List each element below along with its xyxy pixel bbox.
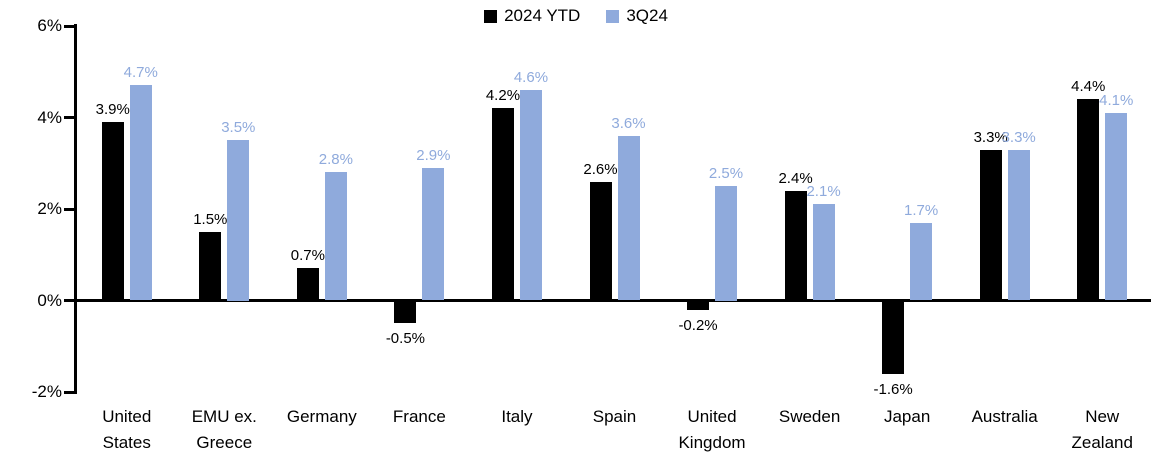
category-label-japan: Japan bbox=[883, 407, 931, 426]
legend-label: 3Q24 bbox=[626, 6, 668, 25]
bar-2024-ytd-italy bbox=[491, 108, 514, 301]
value-label-2024-ytd-new-zealand: 4.4% bbox=[1071, 78, 1106, 96]
x-axis-zero-line bbox=[74, 299, 1151, 302]
value-label-2024-ytd-emu-ex-greece: 1.5% bbox=[193, 210, 228, 228]
category-label-spain: Spain bbox=[592, 407, 637, 426]
value-label-2024-ytd-germany: 0.7% bbox=[290, 247, 325, 265]
bar-3q24-australia bbox=[1007, 149, 1030, 301]
category-label-united-states: United States bbox=[102, 407, 152, 452]
bar-2024-ytd-germany bbox=[296, 268, 319, 301]
legend-swatch-3q24 bbox=[606, 9, 620, 23]
plot-area: 3.9% 1.5% 0.7% -0.5% 4.2% 2.6% -0.2% 2.4% -1.6% 3… bbox=[78, 26, 1151, 397]
value-label-3q24-spain: 3.6% bbox=[611, 114, 646, 132]
legend-swatch-2024-ytd bbox=[484, 9, 498, 23]
category-label-emu-ex-greece: EMU ex. Greece bbox=[191, 407, 257, 452]
value-label-2024-ytd-australia: 3.3% bbox=[973, 128, 1008, 146]
bar-2024-ytd-new-zealand bbox=[1077, 99, 1100, 301]
bar-2024-ytd-emu-ex-greece bbox=[199, 231, 222, 301]
legend-label: 2024 YTD bbox=[504, 6, 581, 25]
value-label-3q24-germany: 2.8% bbox=[318, 151, 353, 169]
chart-legend: 2024 YTD 3Q24 bbox=[0, 6, 1152, 26]
y-tick-label-0: 0% bbox=[37, 290, 62, 310]
value-label-3q24-emu-ex-greece: 3.5% bbox=[221, 119, 256, 137]
bar-3q24-italy bbox=[519, 90, 542, 301]
value-label-3q24-new-zealand: 4.1% bbox=[1099, 91, 1134, 109]
category-label-united-kingdom: United Kingdom bbox=[678, 407, 746, 452]
value-label-2024-ytd-united-kingdom: -0.2% bbox=[678, 316, 718, 334]
value-label-2024-ytd-italy: 4.2% bbox=[485, 87, 521, 105]
value-label-2024-ytd-france: -0.5% bbox=[385, 330, 425, 348]
bar-2024-ytd-spain bbox=[589, 181, 612, 301]
value-label-3q24-australia: 3.3% bbox=[1001, 128, 1036, 146]
bar-2024-ytd-sweden bbox=[784, 190, 807, 301]
bar-2024-ytd-united-states bbox=[101, 122, 124, 301]
value-label-2024-ytd-spain: 2.6% bbox=[583, 160, 618, 178]
y-tick-label-6: 6% bbox=[37, 16, 62, 35]
bar-3q24-france bbox=[422, 167, 445, 301]
category-label-sweden: Sweden bbox=[778, 407, 841, 426]
value-label-2024-ytd-united-states: 3.9% bbox=[95, 101, 130, 119]
category-label-france: France bbox=[392, 407, 446, 426]
value-label-3q24-japan: 1.7% bbox=[904, 201, 939, 219]
y-tick-mark-2 bbox=[64, 390, 74, 394]
bar-3q24-united-states bbox=[129, 85, 152, 301]
value-label-3q24-united-states: 4.7% bbox=[123, 64, 158, 82]
category-label-new-zealand: New Zealand bbox=[1071, 407, 1133, 452]
bar-3q24-spain bbox=[617, 135, 640, 301]
bar-2024-ytd-australia bbox=[979, 149, 1002, 301]
bar-2024-ytd-united-kingdom bbox=[687, 300, 710, 310]
category-label-italy: Italy bbox=[501, 407, 533, 426]
value-label-3q24-italy: 4.6% bbox=[513, 69, 549, 87]
bar-3q24-united-kingdom bbox=[715, 186, 738, 301]
bar-3q24-new-zealand bbox=[1105, 112, 1128, 301]
value-label-2024-ytd-sweden: 2.4% bbox=[778, 169, 813, 187]
bar-3q24-germany bbox=[324, 172, 347, 301]
y-tick-mark-6 bbox=[64, 24, 74, 28]
y-tick-label-2: -2% bbox=[31, 382, 62, 401]
legend-item-2024-ytd: 2024 YTD bbox=[484, 6, 580, 26]
value-label-3q24-france: 2.9% bbox=[416, 146, 451, 164]
value-label-3q24-united-kingdom: 2.5% bbox=[708, 165, 744, 183]
x-axis-category-labels: United States EMU ex. Greece Germany France… bbox=[78, 404, 1151, 462]
value-label-3q24-sweden: 2.1% bbox=[806, 183, 841, 201]
category-label-australia: Australia bbox=[971, 407, 1038, 426]
y-tick-mark-4 bbox=[64, 116, 74, 119]
category-label-germany: Germany bbox=[286, 407, 357, 426]
bar-2024-ytd-france bbox=[394, 300, 417, 324]
y-axis-line bbox=[74, 24, 77, 394]
bar-3q24-japan bbox=[910, 222, 933, 301]
y-tick-mark-0 bbox=[64, 299, 74, 302]
bar-3q24-sweden bbox=[812, 204, 835, 301]
bar-3q24-emu-ex-greece bbox=[227, 140, 250, 301]
y-tick-label-2: 2% bbox=[37, 199, 62, 218]
y-tick-mark-2 bbox=[64, 207, 74, 211]
legend-item-3q24: 3Q24 bbox=[606, 6, 668, 26]
value-label-2024-ytd-japan: -1.6% bbox=[873, 380, 913, 398]
bar-2024-ytd-japan bbox=[882, 300, 905, 374]
y-tick-label-4: 4% bbox=[37, 107, 62, 127]
